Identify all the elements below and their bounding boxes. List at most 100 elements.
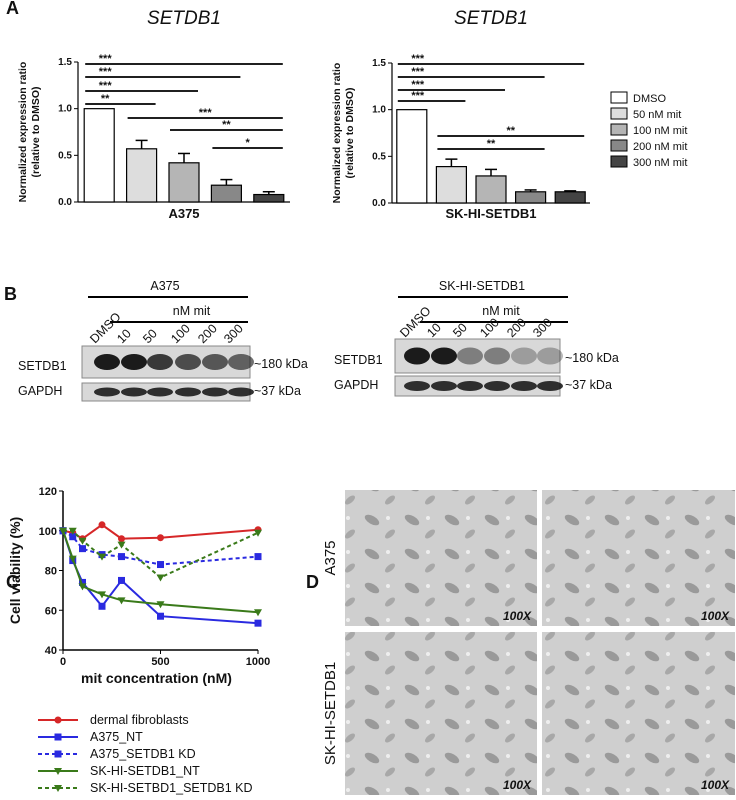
- marker: [254, 609, 262, 617]
- legend-label: A375_NT: [90, 730, 143, 744]
- blot-size: ~180 kDa: [254, 357, 308, 371]
- marker: [79, 578, 86, 586]
- marker: [117, 597, 126, 605]
- blot-row-label: GAPDH: [334, 378, 378, 392]
- blot-band: [457, 347, 483, 365]
- bar: [83, 108, 115, 203]
- y-axis-label: Normalized expression ratio: [331, 63, 343, 204]
- marker: [254, 529, 262, 537]
- significance-label: **: [101, 93, 110, 105]
- marker: [98, 591, 106, 599]
- blot-band: [94, 387, 120, 397]
- lane-label: 100: [477, 315, 502, 340]
- significance-label: ***: [411, 66, 425, 78]
- legend-label: 300 nM mit: [633, 157, 687, 169]
- chart-title: SETDB1: [454, 8, 528, 29]
- blot-band: [511, 381, 537, 391]
- legend-label: SK-HI-SETBD1_SETDB1 KD: [90, 781, 253, 795]
- blot-row-label: GAPDH: [18, 384, 62, 398]
- marker: [157, 534, 164, 542]
- legend-label: dermal fibroblasts: [90, 713, 189, 727]
- legend-marker: [54, 733, 62, 741]
- significance-label: **: [507, 125, 516, 137]
- blot-row-label: SETDB1: [334, 353, 383, 367]
- significance-label: ***: [99, 53, 113, 65]
- legend-label: A375_SETDB1 KD: [90, 747, 196, 761]
- marker: [157, 612, 164, 620]
- blot-band: [121, 387, 147, 397]
- marker: [68, 555, 77, 563]
- magnification: 100X: [503, 609, 532, 623]
- marker: [78, 537, 87, 545]
- y-tick-label: 1.5: [58, 57, 72, 68]
- marker: [68, 527, 77, 535]
- blot-band: [431, 381, 457, 391]
- blot-cell-line: A375: [150, 279, 179, 293]
- marker: [156, 601, 165, 609]
- y-axis-label: (relative to DMSO): [30, 86, 42, 177]
- blot-band: [147, 354, 173, 370]
- lane-label: 100: [168, 321, 193, 346]
- bar: [435, 166, 467, 204]
- lane-label: 50: [140, 326, 160, 346]
- magnification: 100X: [701, 778, 730, 792]
- y-axis-label: Cell viability (%): [7, 517, 23, 624]
- legend-label: SK-HI-SETDB1_NT: [90, 764, 200, 778]
- blot-band: [511, 347, 537, 365]
- marker: [78, 583, 87, 591]
- legend-swatch: [610, 91, 628, 104]
- x-tick-label: 1000: [246, 656, 270, 668]
- micrograph: [542, 632, 735, 795]
- y-tick-label: 40: [45, 645, 57, 657]
- marker: [118, 576, 125, 584]
- significance-label: ***: [99, 80, 113, 92]
- panel-label: B: [4, 284, 17, 304]
- legend-swatch: [610, 107, 628, 120]
- blot-size: ~180 kDa: [565, 351, 619, 365]
- marker: [157, 561, 164, 569]
- marker: [254, 553, 262, 561]
- y-axis-label: Normalized expression ratio: [17, 62, 29, 203]
- y-tick-label: 0.5: [58, 150, 72, 161]
- panel-label: C: [6, 572, 19, 592]
- y-tick-label: 60: [45, 605, 57, 617]
- x-tick-label: 500: [151, 656, 169, 668]
- blot-band: [228, 387, 254, 397]
- y-tick-label: 100: [39, 526, 57, 538]
- blot-band: [484, 381, 510, 391]
- legend-marker: [54, 750, 62, 758]
- magnification: 100X: [503, 778, 532, 792]
- blot-size: ~37 kDa: [565, 378, 612, 392]
- marker: [69, 533, 77, 541]
- y-axis-label: (relative to DMSO): [344, 87, 356, 178]
- legend-swatch: [610, 155, 628, 168]
- blot-band: [404, 381, 430, 391]
- bar: [125, 148, 158, 203]
- blot-treatment: nM mit: [173, 304, 211, 318]
- magnification: 100X: [701, 609, 730, 623]
- marker: [118, 535, 125, 543]
- significance-label: ***: [411, 53, 425, 65]
- legend-label: 200 nM mit: [633, 141, 687, 153]
- marker: [117, 541, 126, 549]
- blot-row-label: SETDB1: [18, 359, 67, 373]
- y-tick-label: 0.0: [372, 198, 386, 209]
- y-tick-label: 80: [45, 566, 57, 578]
- series-line: [62, 530, 259, 614]
- x-axis-label: A375: [168, 206, 199, 221]
- marker: [98, 553, 106, 561]
- lane-label: 200: [195, 321, 220, 346]
- significance-label: **: [222, 119, 231, 131]
- marker: [79, 545, 86, 553]
- blot-band: [202, 354, 228, 370]
- bar: [396, 109, 428, 204]
- lane-label: 50: [450, 320, 470, 340]
- y-tick-label: 0.0: [58, 197, 72, 208]
- y-tick-label: 1.5: [372, 58, 386, 69]
- blot-cell-line: SK-HI-SETDB1: [439, 279, 525, 293]
- panel-label: D: [306, 572, 319, 592]
- x-tick-label: 0: [60, 656, 66, 668]
- blot-band: [147, 387, 173, 397]
- y-tick-label: 1.0: [372, 105, 386, 116]
